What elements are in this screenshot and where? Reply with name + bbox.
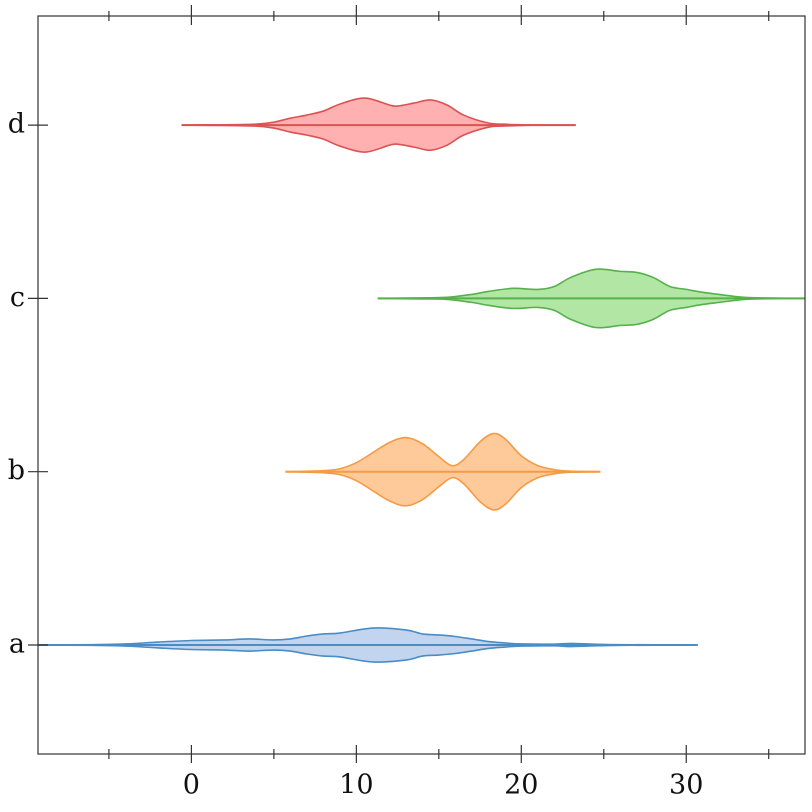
y-tick-label: c [10,282,25,313]
y-tick-label: a [9,629,25,660]
y-tick-label: b [8,455,25,486]
x-tick-label: 30 [669,770,703,801]
axes-frame [37,15,806,755]
x-tick-label: 0 [183,770,200,801]
x-tick-label: 10 [339,770,373,801]
y-tick-label: d [8,109,25,140]
plot-area [38,97,805,663]
x-tick-label: 20 [504,770,538,801]
